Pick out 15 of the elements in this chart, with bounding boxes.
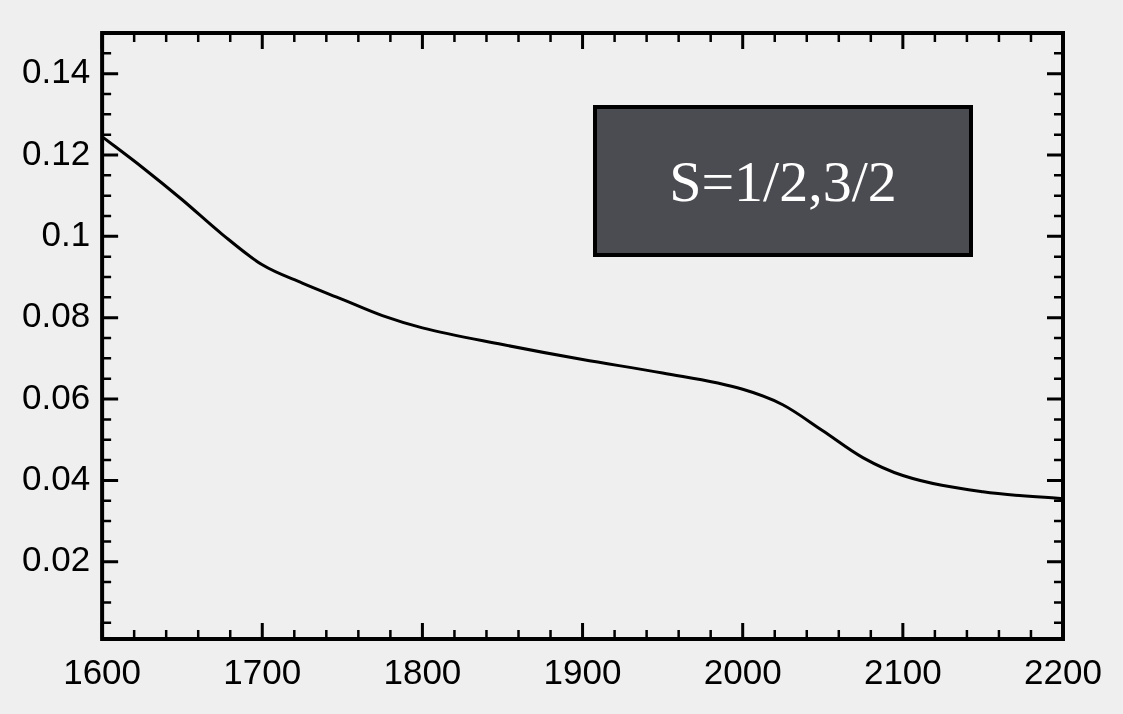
annotation: S=1/2,3/2 — [593, 105, 973, 257]
y-tick-label: 0.04 — [22, 458, 91, 498]
y-tick-label: 0.1 — [41, 214, 91, 254]
y-tick-label: 0.02 — [22, 539, 91, 579]
y-tick-label: 0.12 — [22, 132, 91, 172]
x-tick-label: 1900 — [543, 651, 622, 691]
x-tick-label: 2000 — [703, 651, 782, 691]
x-tick-label: 2100 — [863, 651, 942, 691]
x-tick-label: 1700 — [223, 651, 302, 691]
x-tick-label: 1800 — [383, 651, 462, 691]
y-tick-label: 0.06 — [22, 376, 91, 416]
x-tick-label: 2200 — [1024, 651, 1102, 691]
x-tick-label: 1600 — [63, 651, 142, 691]
y-tick-label: 0.14 — [22, 51, 91, 91]
y-tick-label: 0.08 — [22, 295, 91, 335]
